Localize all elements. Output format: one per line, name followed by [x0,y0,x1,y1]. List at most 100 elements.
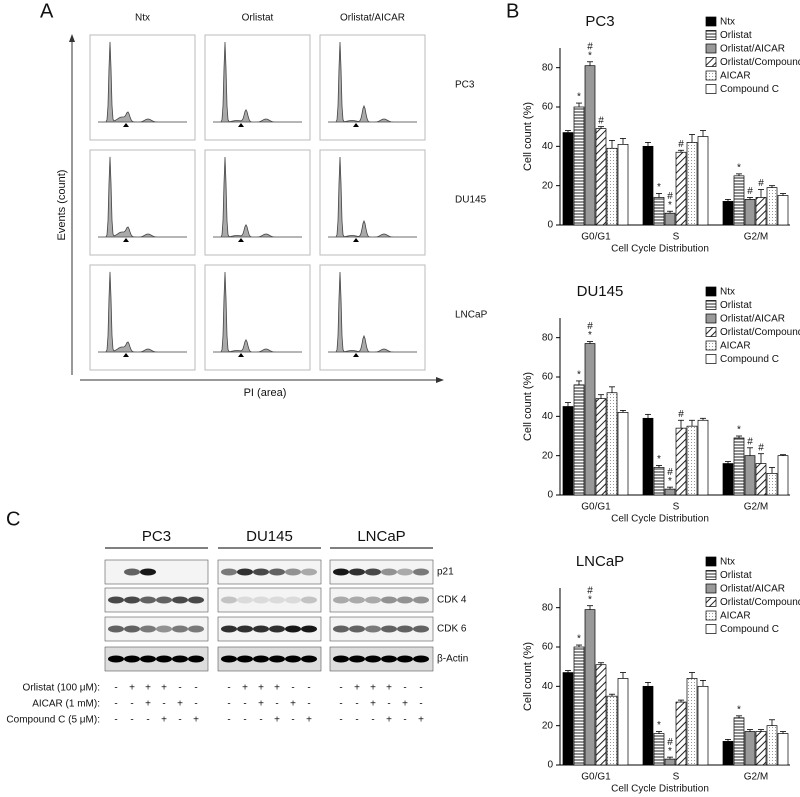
group-label: LNCaP [357,528,405,545]
bar [675,701,687,766]
legend-label: Ntx [720,17,735,28]
legend-label: AICAR [720,71,751,82]
band [413,568,429,576]
histogram-frame [89,34,196,141]
band [349,625,365,633]
y-axis-label: Cell count (%) [522,642,534,711]
legend-label: Compound C [720,84,779,95]
gate-marker [353,238,359,242]
treatment-sign: - [307,699,310,710]
treatment-sign: - [291,715,294,726]
histogram [328,41,417,123]
band [397,568,413,576]
treatment-sign: - [227,683,230,694]
y-tick-label: 0 [547,490,553,501]
bar [664,212,676,226]
treatment-sign: + [402,699,408,710]
bar [686,142,698,226]
bar [664,758,676,766]
bar [722,463,734,496]
treatment-sign: - [243,715,246,726]
y-tick-label: 20 [542,720,554,731]
band [269,655,285,663]
legend-label: Compound C [720,624,779,635]
band [333,568,349,576]
band [237,596,253,604]
band [285,568,301,576]
bar [642,145,654,226]
band [285,625,301,633]
significance-mark: * [737,704,741,715]
band [156,596,172,604]
bar [562,406,574,496]
legend-swatch [705,286,717,297]
legend-swatch [705,610,717,621]
histogram-frame [204,264,311,371]
band [301,596,317,604]
band [156,625,172,633]
bar [562,672,574,766]
histogram-frame [204,149,311,256]
significance-mark: # [587,41,593,52]
band [221,568,237,576]
band [140,596,156,604]
column-header: Orlistat/AICAR [340,13,405,24]
legend-label: Orlistat/AICAR [720,584,785,595]
band [301,568,317,576]
band [108,596,124,604]
bar [733,717,745,766]
band [349,596,365,604]
bar [766,725,778,766]
significance-mark: # [747,436,753,447]
treatment-sign: - [419,683,422,694]
x-tick-label: G0/G1 [581,232,611,243]
histogram-frame [204,34,311,141]
band [397,596,413,604]
treatment-sign: - [227,715,230,726]
treatment-sign: + [274,715,280,726]
histogram-frame [319,264,426,371]
band [269,568,285,576]
x-tick-label: G0/G1 [581,502,611,513]
treatment-sign: + [386,683,392,694]
band [365,596,381,604]
bar [722,741,734,766]
treatment-sign: + [370,699,376,710]
band [285,596,301,604]
bar [573,384,585,496]
treatment-sign: - [403,683,406,694]
protein-label: CDK 6 [437,624,467,635]
treatment-sign: + [145,699,151,710]
significance-mark: # [758,442,764,453]
treatment-sign: - [419,699,422,710]
significance-mark: # [667,467,673,478]
bar [595,664,607,766]
band [253,568,269,576]
band [413,655,429,663]
treatment-sign: - [114,699,117,710]
treatment-sign: - [130,715,133,726]
bar [744,455,756,496]
chart-title: PC3 [585,13,614,30]
y-tick-label: 80 [542,602,554,613]
treatment-sign: - [130,699,133,710]
legend-swatch [705,583,717,594]
legend-label: AICAR [720,341,751,352]
y-axis-label: Cell count (%) [522,102,534,171]
treatment-sign: - [339,715,342,726]
significance-mark: # [747,186,753,197]
band [349,655,365,663]
x-axis-label: PI (area) [244,387,287,399]
significance-mark: * [668,476,672,487]
bar [755,197,767,226]
bar [562,132,574,226]
bar [675,427,687,496]
band [253,596,269,604]
histogram [213,41,302,123]
band [413,625,429,633]
histogram [328,156,417,238]
legend-swatch [705,30,717,40]
bar [573,106,585,226]
treatment-sign: - [355,715,358,726]
legend-label: Orlistat/AICAR [720,44,785,55]
